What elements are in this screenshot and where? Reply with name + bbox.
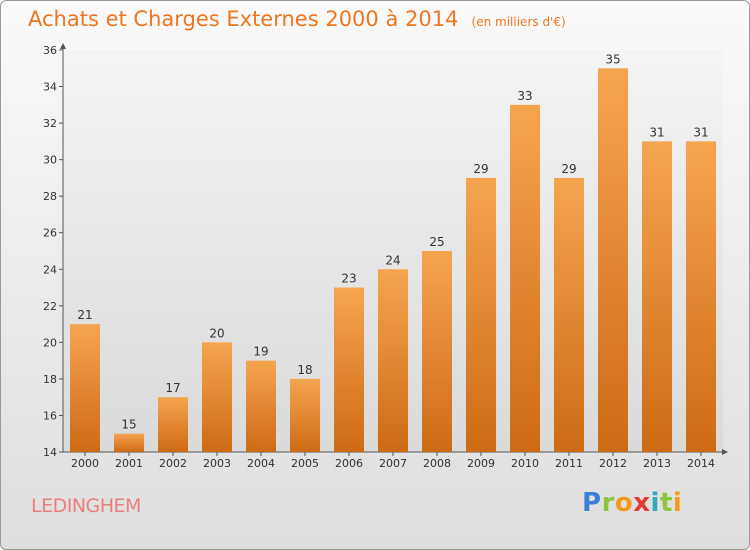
bar-2007 — [378, 269, 408, 452]
chart-title-block: Achats et Charges Externes 2000 à 2014 (… — [28, 7, 566, 31]
x-tick-label-2005: 2005 — [291, 457, 319, 470]
y-tick-label: 36 — [43, 44, 57, 57]
data-label-2011: 29 — [561, 162, 576, 176]
y-tick-label: 32 — [43, 117, 57, 130]
data-label-2000: 21 — [77, 308, 92, 322]
data-label-2007: 24 — [385, 253, 400, 267]
data-label-2004: 19 — [253, 345, 268, 359]
x-tick-label-2012: 2012 — [599, 457, 627, 470]
x-tick-label-2013: 2013 — [643, 457, 671, 470]
data-label-2010: 33 — [517, 89, 532, 103]
x-tick-label-2001: 2001 — [115, 457, 143, 470]
bar-2005 — [290, 378, 320, 452]
x-axis: 2000 2001 2002 2003 2004 2005 2006 2007 2008 2009… — [63, 449, 728, 470]
y-axis-arrow — [60, 43, 66, 49]
logo-letter: o — [614, 488, 634, 518]
x-tick-label-2004: 2004 — [247, 457, 275, 470]
x-tick-label-2014: 2014 — [687, 457, 715, 470]
logo-letter: i — [650, 488, 660, 518]
data-label-2003: 20 — [209, 326, 224, 340]
bar-2008 — [422, 251, 452, 452]
y-tick-label: 14 — [43, 446, 57, 459]
bar-2013 — [642, 141, 672, 452]
bar-2002 — [158, 397, 188, 452]
x-tick-label-2010: 2010 — [511, 457, 539, 470]
x-tick-label-2003: 2003 — [203, 457, 231, 470]
x-tick-label-2007: 2007 — [379, 457, 407, 470]
chart-subtitle: (en milliers d'€) — [471, 15, 566, 29]
y-tick-label: 20 — [43, 336, 57, 349]
data-label-2012: 35 — [605, 52, 620, 66]
bar-2010 — [510, 104, 540, 453]
x-tick-label-2002: 2002 — [159, 457, 187, 470]
data-label-2013: 31 — [649, 125, 664, 139]
bar-2014 — [686, 141, 716, 452]
bar-2001 — [114, 433, 144, 452]
y-tick-label: 22 — [43, 300, 57, 313]
bar-2004 — [246, 360, 276, 452]
bars-group — [70, 68, 716, 453]
x-tick-label-2000: 2000 — [71, 457, 99, 470]
bar-2003 — [202, 342, 232, 452]
y-tick-label: 16 — [43, 409, 57, 422]
y-tick-label: 28 — [43, 190, 57, 203]
logo-letter: r — [601, 488, 615, 518]
data-labels-group: 21 15 17 20 19 18 23 24 25 29 33 29 35 31 31 — [77, 52, 708, 431]
y-tick-label: 18 — [43, 373, 57, 386]
chart-title: Achats et Charges Externes 2000 à 2014 — [28, 7, 459, 31]
y-tick-label: 24 — [43, 263, 57, 276]
bar-2012 — [598, 68, 628, 452]
x-axis-arrow — [722, 449, 728, 455]
logo-letter: i — [672, 488, 683, 518]
data-label-2009: 29 — [473, 162, 488, 176]
x-tick-label-2008: 2008 — [423, 457, 451, 470]
bar-2006 — [334, 287, 364, 452]
bar-2000 — [70, 324, 100, 452]
logo-letter: t — [659, 488, 673, 518]
commune-name: LEDINGHEM — [31, 495, 141, 517]
x-tick-label-2011: 2011 — [555, 457, 583, 470]
y-axis: 14 16 18 20 22 24 26 28 30 32 34 36 — [43, 43, 66, 459]
bar-2009 — [466, 177, 496, 452]
data-label-2005: 18 — [297, 363, 312, 377]
data-label-2006: 23 — [341, 272, 356, 286]
y-tick-label: 30 — [43, 154, 57, 167]
x-tick-label-2006: 2006 — [335, 457, 363, 470]
data-label-2002: 17 — [165, 381, 180, 395]
logo-letter: x — [633, 488, 651, 518]
data-label-2014: 31 — [693, 125, 708, 139]
x-tick-label-2009: 2009 — [467, 457, 495, 470]
y-tick-label: 34 — [43, 81, 57, 94]
data-label-2008: 25 — [429, 235, 444, 249]
bar-2011 — [554, 177, 584, 452]
logo-letter: P — [582, 488, 602, 518]
proxiti-logo[interactable]: Proxiti — [582, 488, 682, 518]
y-tick-label: 26 — [43, 227, 57, 240]
data-label-2001: 15 — [121, 418, 136, 432]
